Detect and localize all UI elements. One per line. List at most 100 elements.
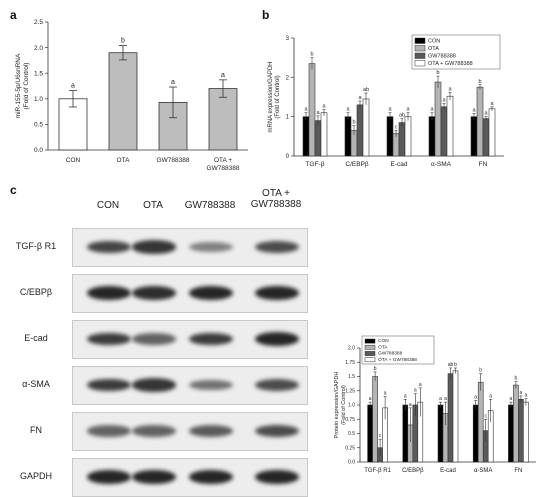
significance-letter: a	[439, 396, 442, 402]
significance-letter: b	[478, 79, 481, 85]
blot-band	[255, 286, 299, 300]
bar-0-0	[367, 404, 373, 463]
x-tick-label: OTA	[117, 157, 131, 164]
bar-1-0	[372, 376, 378, 463]
significance-letter: a	[489, 393, 492, 399]
y-axis-label: (Fold of Control)	[23, 63, 30, 110]
blot-band	[189, 286, 233, 300]
significance-letter: a	[369, 396, 372, 402]
legend-box	[411, 34, 501, 70]
lane-label-line: OTA	[143, 200, 163, 211]
significance-letter: a	[510, 396, 513, 402]
significance-letter: a	[414, 388, 417, 394]
legend-swatch	[414, 37, 426, 44]
significance-letter: b	[479, 368, 482, 374]
significance-letter: c	[379, 433, 382, 439]
blot-band	[87, 240, 131, 254]
bar-0-0	[302, 116, 310, 157]
significance-letter: ab	[363, 87, 369, 93]
significance-letter: a	[221, 72, 225, 79]
blot-band	[255, 424, 299, 438]
blot-band	[87, 286, 131, 300]
y-tick-label: 1.5	[348, 374, 355, 380]
blot-strip	[72, 274, 308, 313]
blot-band	[255, 470, 299, 484]
y-tick-label: 1.0	[348, 403, 355, 409]
x-tick-label: α-SMA	[431, 161, 452, 168]
bar-2-2	[398, 122, 406, 157]
lane-label-line: OTA +	[262, 188, 290, 199]
blot-strip	[72, 228, 308, 267]
significance-letter: a	[430, 107, 434, 113]
panel-letter-a: a	[10, 8, 17, 22]
legend-swatch	[364, 338, 376, 344]
legend-label: OTA	[378, 344, 388, 350]
y-tick-label: 1.5	[34, 70, 43, 77]
panel-letter-c: c	[10, 183, 17, 197]
y-tick-label: 2.0	[348, 346, 355, 352]
lane-label: OTA + GW788388	[236, 188, 316, 210]
bar-2-4	[518, 399, 524, 463]
x-tick-label: E-cad	[440, 468, 456, 474]
significance-letter: b	[515, 376, 518, 382]
blot-band	[255, 240, 299, 254]
x-tick-label: GW788388	[157, 157, 190, 164]
blot-band	[132, 425, 176, 437]
significance-letter: a	[346, 107, 350, 113]
y-axis-label: (Fold of Control)	[341, 385, 347, 425]
blot-strip	[72, 412, 308, 451]
significance-letter: a	[358, 95, 362, 101]
bar-1-2	[392, 133, 400, 157]
significance-letter: a	[484, 111, 488, 117]
significance-letter: a	[384, 390, 387, 396]
blot-band	[189, 379, 233, 391]
significance-letter: a	[472, 108, 476, 114]
chart-b-mrna: 0123abaaTGF-βabaabC/EBPβacabaE-cadabaaα-…	[268, 34, 504, 168]
bar-0-1	[344, 116, 352, 157]
y-tick-label: 0.5	[348, 431, 355, 437]
blot-row-label: E-cad	[24, 333, 48, 343]
bar-3-1	[362, 98, 370, 157]
legend-swatch	[414, 52, 426, 59]
significance-letter: a	[474, 394, 477, 400]
blot-band	[132, 333, 176, 345]
significance-letter: b	[454, 362, 457, 368]
x-tick-label: C/EBPβ	[402, 468, 424, 474]
chart-c-protein: 0.00.250.50.751.01.251.51.752.0abcaTGF-β…	[334, 335, 536, 474]
bar-2-4	[482, 118, 490, 157]
bar-3-2	[452, 370, 459, 463]
bar-3-2	[404, 116, 412, 157]
y-tick-label: 0.0	[348, 460, 355, 466]
bar-2-1	[356, 104, 364, 157]
significance-letter: c	[395, 124, 398, 130]
y-tick-label: 2.0	[34, 45, 43, 52]
panel-letter-b: b	[262, 8, 270, 22]
x-tick-label: FN	[479, 161, 488, 168]
blot-band	[189, 241, 233, 253]
significance-letter: b	[121, 38, 125, 45]
legend-swatch	[414, 45, 426, 52]
blot-band	[132, 286, 176, 300]
significance-letter: a	[520, 390, 523, 396]
y-axis-label: miR-155-5p/U6snRNA	[15, 53, 22, 118]
bar-1-3	[477, 381, 484, 463]
lane-label: OTA	[113, 200, 193, 211]
x-tick-label: TGF-β	[306, 161, 325, 168]
bar-3-0	[320, 112, 328, 157]
legend-swatch	[414, 60, 426, 67]
significance-letter: a	[71, 83, 75, 90]
legend-swatch	[364, 344, 376, 350]
legend-swatch	[364, 357, 376, 363]
x-tick-label: TGF-β R1	[364, 468, 391, 474]
significance-letter: a	[322, 104, 326, 110]
legend-label: GW788388	[428, 54, 456, 60]
blot-row-label: α-SMA	[22, 379, 50, 389]
blot-row-label: GAPDH	[19, 471, 52, 481]
significance-letter: a	[304, 107, 308, 113]
significance-letter: ab	[448, 362, 454, 368]
legend-label: CON	[378, 338, 389, 344]
y-tick-label: 3	[286, 36, 290, 42]
blot-band	[132, 470, 176, 484]
legend-swatch	[364, 351, 376, 356]
legend-label: GW788388	[378, 351, 403, 357]
